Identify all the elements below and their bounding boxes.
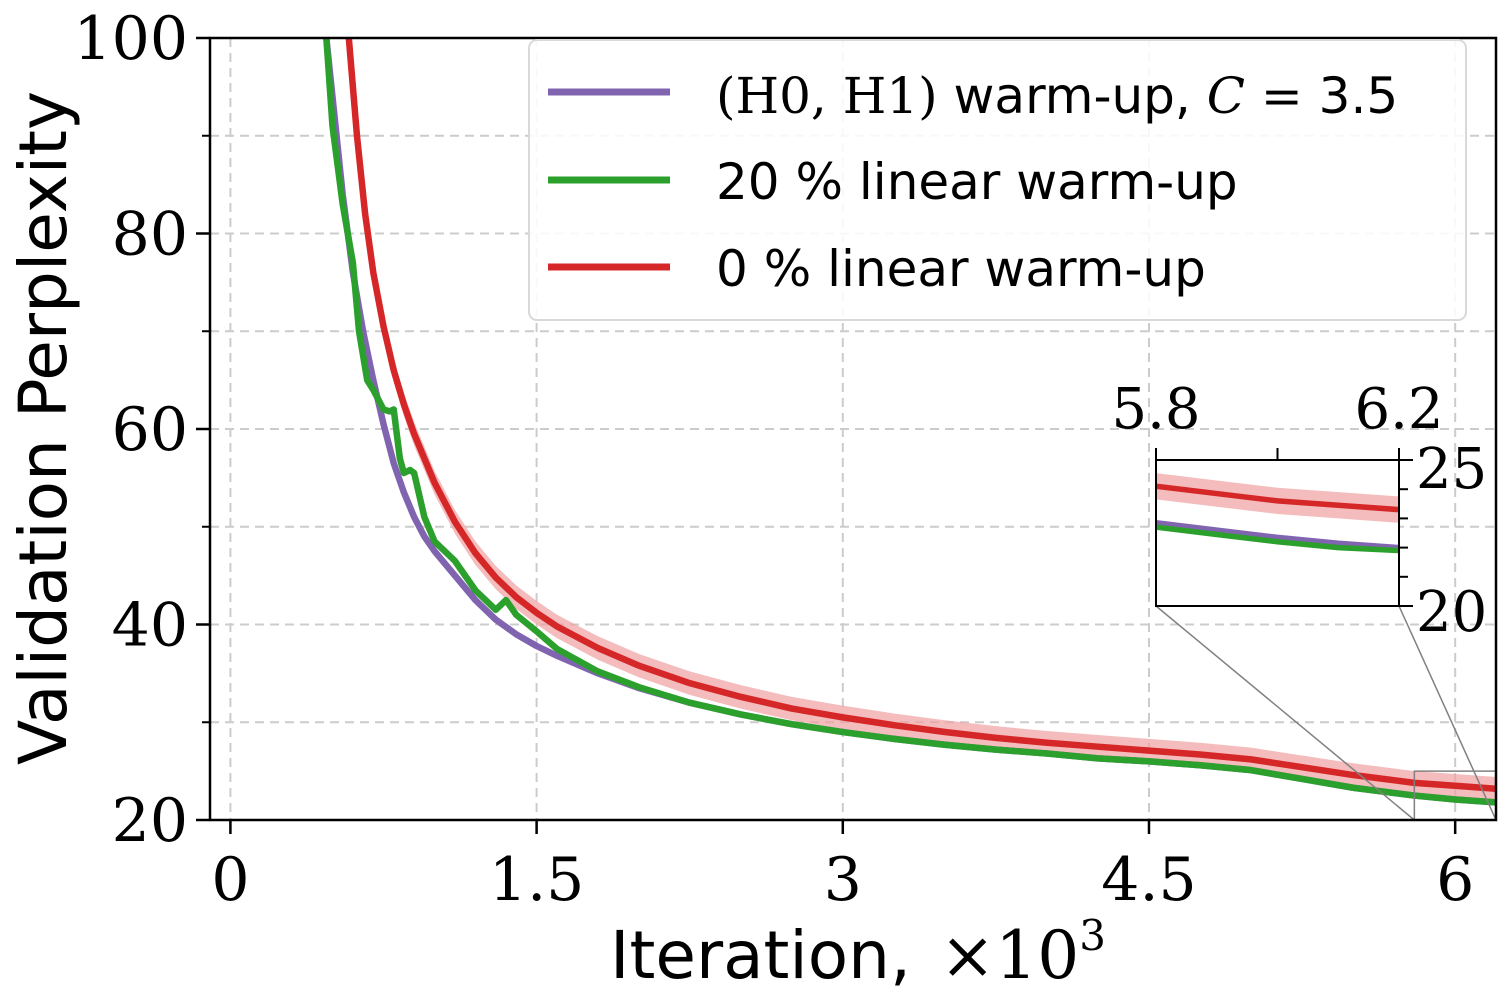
x-axis-label: Iteration, ×103 — [610, 911, 1106, 994]
x-tick-label-3: 4.5 — [1101, 845, 1196, 915]
inset-line-0-linear-warm-up — [1156, 483, 1399, 513]
series-line-0-linear-warm-up — [345, 38, 1496, 792]
legend-label-h0h1: (H0, H1) warm-up, C = 3.5 — [716, 67, 1398, 125]
y-tick-label-2: 60 — [112, 395, 188, 465]
inset-axes: 5.8 6.2 20 25 — [1111, 377, 1487, 645]
y-tick-label-0: 20 — [112, 786, 188, 856]
inset-line-h0-h1-warm-up-c-3-5 — [1156, 520, 1399, 551]
series-line-20-linear-warm-up — [323, 38, 1496, 806]
inset-band-0-linear-warm-up — [1156, 473, 1399, 523]
inset-x-tick-label-left: 5.8 — [1111, 377, 1200, 442]
y-tick-label-4: 100 — [73, 4, 188, 74]
axis-ticks: 0 1.5 3 4.5 6 20 40 60 80 100 — [73, 4, 1474, 915]
inset-ticks — [1155, 448, 1413, 607]
legend-box — [528, 39, 1467, 321]
series-layer — [323, 38, 1496, 806]
inset-line-20-linear-warm-up — [1156, 524, 1399, 554]
inset-connector-left — [1155, 605, 1415, 821]
y-axis-label: Validation Perplexity — [5, 91, 82, 765]
x-tick-label-2: 3 — [824, 845, 862, 915]
inset-y-tick-label-top: 25 — [1416, 437, 1487, 502]
inset-y-tick-label-bottom: 20 — [1416, 580, 1487, 645]
legend-label-linear-0: 0 % linear warm-up — [716, 240, 1206, 298]
x-tick-label-4: 6 — [1436, 845, 1474, 915]
x-tick-label-0: 0 — [211, 845, 249, 915]
x-tick-label-1: 1.5 — [489, 845, 584, 915]
inset-series-layer — [1156, 473, 1399, 554]
y-tick-label-3: 80 — [112, 200, 188, 270]
inset-connector-right — [1398, 605, 1497, 821]
legend-label-linear-20: 20 % linear warm-up — [716, 153, 1238, 211]
y-tick-label-1: 40 — [112, 591, 188, 661]
legend: (H0, H1) warm-up, C = 3.5 20 % linear wa… — [528, 39, 1467, 321]
inset-x-tick-label-right: 6.2 — [1354, 377, 1443, 442]
